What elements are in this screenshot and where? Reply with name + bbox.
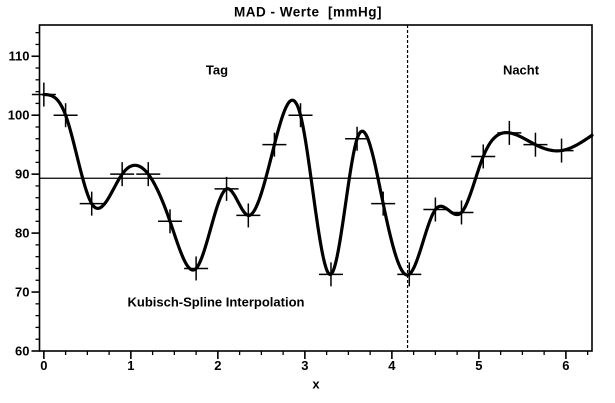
annotation-tag-label: Tag — [205, 62, 229, 78]
x-tick-label: 0 — [40, 358, 47, 373]
annotation-nacht-label: Nacht — [502, 62, 540, 78]
plot-frame — [38, 24, 593, 352]
x-axis-label: x — [312, 376, 320, 392]
x-tick-label: 2 — [214, 358, 221, 373]
y-tick-label: 70 — [15, 285, 29, 300]
x-tick-label: 3 — [301, 358, 308, 373]
spline-curve — [42, 92, 594, 277]
x-tick-label: 6 — [562, 358, 569, 373]
chart-title: MAD - Werte [mmHg] — [233, 4, 383, 20]
annotation-method-label: Kubisch-Spline Interpolation — [127, 294, 305, 310]
y-tick-label: 90 — [15, 167, 29, 182]
x-tick-label: 5 — [475, 358, 482, 373]
y-tick-label: 80 — [15, 226, 29, 241]
y-tick-label: 60 — [15, 344, 29, 359]
y-tick-label: 110 — [9, 49, 30, 64]
x-tick-label: 1 — [127, 358, 134, 373]
y-tick-label: 100 — [8, 108, 30, 123]
x-tick-label: 4 — [388, 358, 396, 373]
